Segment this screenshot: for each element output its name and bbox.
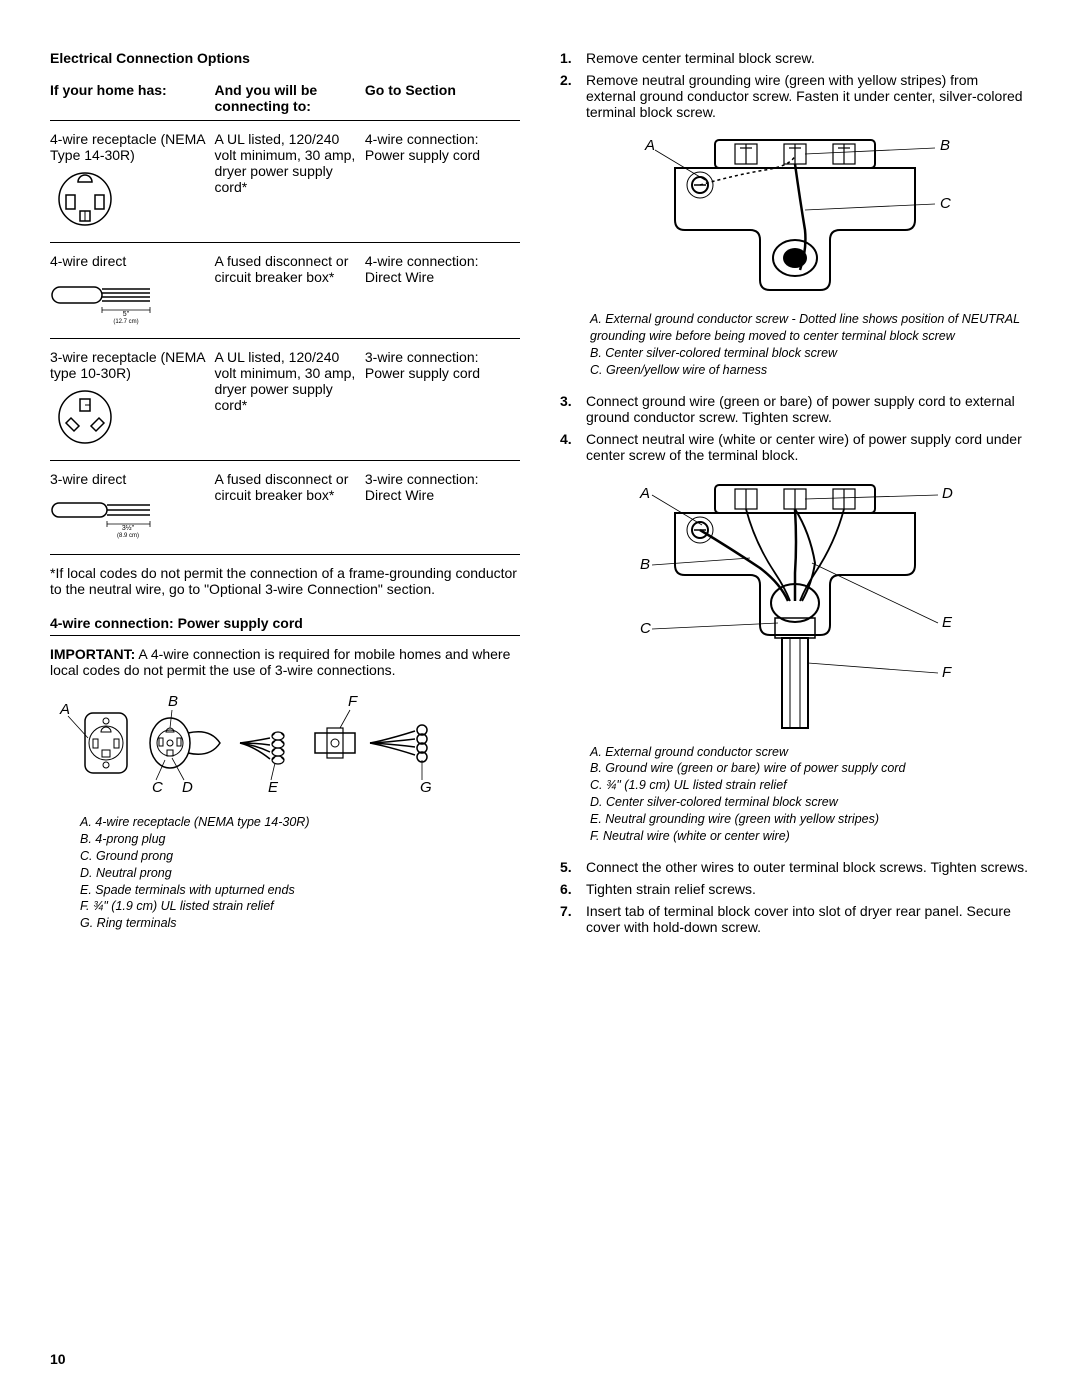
table-row: 3-wire receptacle (NEMA type 10-30R) A [50,339,520,461]
legend-item: D. Neutral prong [80,865,520,882]
step-7: 7.Insert tab of terminal block cover int… [560,903,1030,935]
legend-item: C. Green/yellow wire of harness [590,362,1030,379]
legend-item: C. ¾" (1.9 cm) UL listed strain relief [590,777,1030,794]
cell-text: 3-wire connection: Direct Wire [365,471,479,503]
step-3: 3.Connect ground wire (green or bare) of… [560,393,1030,425]
legend-item: A. External ground conductor screw - Dot… [590,311,1030,345]
svg-text:C: C [640,620,651,637]
legend-item: E. Neutral grounding wire (green with ye… [590,811,1030,828]
cell-text: 3-wire connection: Power supply cord [365,349,480,381]
cell-text: A fused disconnect or circuit breaker bo… [215,471,349,503]
svg-text:F: F [942,664,952,681]
fig1-legend: A. External ground conductor screw - Dot… [590,311,1030,379]
direct-wire-3-icon: 3½" (8.9 cm) [50,493,211,544]
terminal-diagram-2: A D B C E F [560,473,1030,736]
step-4: 4.Connect neutral wire (white or center … [560,431,1030,463]
table-row: 3-wire direct 3½" (8. [50,461,520,555]
cell-text: 4-wire connection: Power supply cord [365,131,480,163]
step-text: Remove neutral grounding wire (green wit… [586,72,1030,120]
fig2-legend: A. External ground conductor screw B. Gr… [590,744,1030,845]
legend-item: F. ¾" (1.9 cm) UL listed strain relief [80,898,520,915]
svg-text:F: F [348,693,358,710]
table-row: 4-wire direct 5" [50,243,520,339]
svg-text:A: A [59,701,70,718]
th-3: Go to Section [365,82,456,98]
svg-text:E: E [268,779,279,796]
svg-text:B: B [168,693,178,710]
legend-item: B. Ground wire (green or bare) wire of p… [590,760,1030,777]
important-note: IMPORTANT: A 4-wire connection is requir… [50,646,520,678]
svg-text:A: A [639,485,650,502]
th-1: If your home has: [50,82,167,98]
step-text: Remove center terminal block screw. [586,50,815,66]
svg-text:E: E [942,614,953,631]
legend-item: E. Spade terminals with upturned ends [80,882,520,899]
legend-item: G. Ring terminals [80,915,520,932]
svg-text:5": 5" [123,311,130,318]
svg-text:D: D [942,485,953,502]
right-column: 1.Remove center terminal block screw. 2.… [560,50,1030,941]
important-label: IMPORTANT: [50,646,135,662]
receptacle-10-30r-icon [50,387,211,450]
step-text: Connect the other wires to outer termina… [586,859,1028,875]
svg-text:3½": 3½" [122,524,135,532]
receptacle-14-30r-icon [50,169,211,232]
svg-text:B: B [640,556,650,573]
terminal-diagram-1: A B C [560,130,1030,303]
svg-text:C: C [152,779,163,796]
svg-text:G: G [420,779,432,796]
cell-text: A UL listed, 120/240 volt minimum, 30 am… [215,131,356,195]
th-2: And you will be connecting to: [215,82,318,114]
legend-item: B. Center silver-colored terminal block … [590,345,1030,362]
legend-item: C. Ground prong [80,848,520,865]
legend-item: A. 4-wire receptacle (NEMA type 14-30R) [80,814,520,831]
left-column: Electrical Connection Options If your ho… [50,50,520,941]
two-column-layout: Electrical Connection Options If your ho… [50,50,1030,941]
step-text: Insert tab of terminal block cover into … [586,903,1030,935]
cell-text: A fused disconnect or circuit breaker bo… [215,253,349,285]
options-table: If your home has: And you will be connec… [50,76,520,555]
cell-text: 4-wire connection: Direct Wire [365,253,479,285]
svg-text:D: D [182,779,193,796]
cell-text: 3-wire receptacle (NEMA type 10-30R) [50,349,205,381]
direct-wire-4-icon: 5" (12.7 cm) [50,275,211,328]
section-title: Electrical Connection Options [50,50,520,66]
subsection-heading: 4-wire connection: Power supply cord [50,615,520,636]
step-1: 1.Remove center terminal block screw. [560,50,1030,66]
table-footnote: *If local codes do not permit the connec… [50,565,520,597]
step-6: 6.Tighten strain relief screws. [560,881,1030,897]
cord-legend: A. 4-wire receptacle (NEMA type 14-30R) … [80,814,520,932]
svg-text:A: A [644,137,655,154]
cell-text: 4-wire direct [50,253,126,269]
svg-text:C: C [940,195,951,212]
cell-text: 3-wire direct [50,471,126,487]
step-text: Connect ground wire (green or bare) of p… [586,393,1030,425]
legend-item: A. External ground conductor screw [590,744,1030,761]
step-text: Tighten strain relief screws. [586,881,756,897]
step-2: 2.Remove neutral grounding wire (green w… [560,72,1030,120]
legend-item: B. 4-prong plug [80,831,520,848]
step-text: Connect neutral wire (white or center wi… [586,431,1030,463]
page-number: 10 [50,1351,66,1367]
legend-item: D. Center silver-colored terminal block … [590,794,1030,811]
cell-text: 4-wire receptacle (NEMA Type 14-30R) [50,131,205,163]
table-row: 4-wire receptacle (NEMA Type 14-30R) [50,121,520,243]
step-5: 5.Connect the other wires to outer termi… [560,859,1030,875]
legend-item: F. Neutral wire (white or center wire) [590,828,1030,845]
svg-text:(12.7 cm): (12.7 cm) [113,319,138,325]
svg-text:(8.9 cm): (8.9 cm) [117,533,139,539]
svg-text:B: B [940,137,950,154]
cell-text: A UL listed, 120/240 volt minimum, 30 am… [215,349,356,413]
cord-diagram: A B F C D E G [50,688,520,808]
